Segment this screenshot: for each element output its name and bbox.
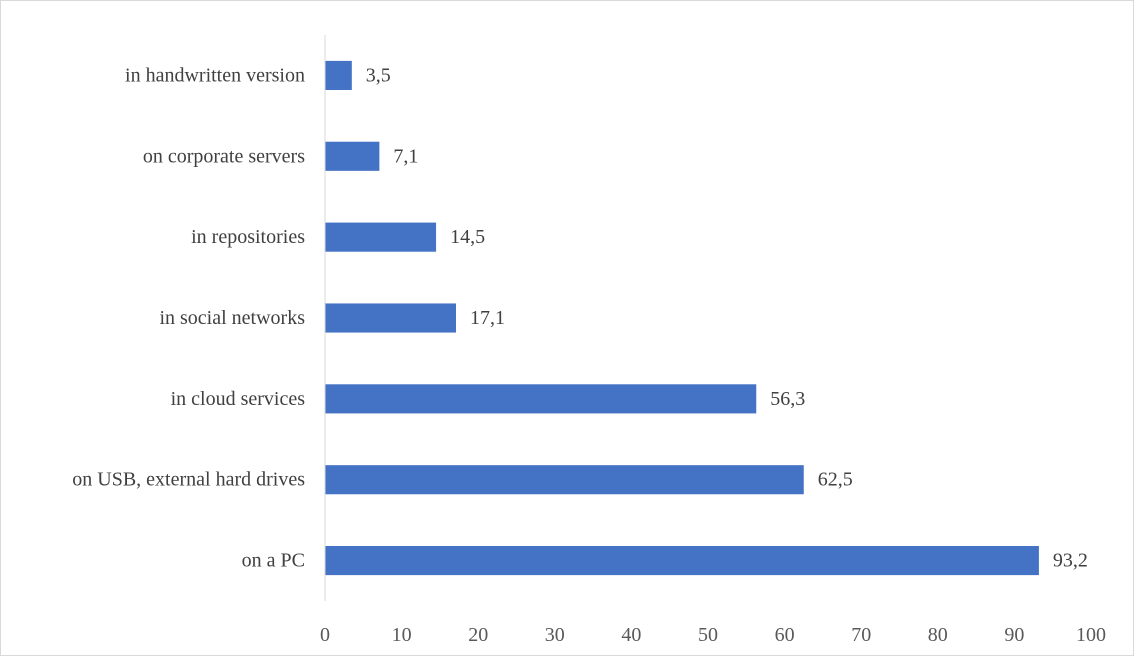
category-label: on corporate servers (143, 145, 305, 167)
x-tick-label: 40 (621, 624, 641, 646)
bar (325, 141, 380, 171)
x-tick-label: 70 (851, 624, 871, 646)
x-tick-label: 10 (392, 624, 412, 646)
x-tick-label: 30 (545, 624, 565, 646)
bar (325, 546, 1039, 576)
bar (325, 384, 757, 414)
data-label: 93,2 (1053, 550, 1088, 572)
category-label: in repositories (191, 226, 305, 248)
category-label: on USB, external hard drives (72, 469, 305, 491)
x-tick-label: 90 (1004, 624, 1024, 646)
category-label: on a PC (242, 550, 305, 572)
data-label: 56,3 (770, 388, 805, 410)
bar (325, 465, 804, 495)
x-tick-label: 0 (320, 624, 330, 646)
x-tick-label: 100 (1076, 624, 1106, 646)
bar (325, 303, 456, 333)
bar (325, 60, 352, 90)
data-label: 17,1 (470, 307, 505, 329)
data-label: 3,5 (366, 64, 391, 86)
data-label: 14,5 (450, 226, 485, 248)
labels-layer: on a PC 93,2 on USB, external hard drives 6… (72, 64, 1088, 571)
x-tick-label: 60 (775, 624, 795, 646)
data-label: 62,5 (818, 469, 853, 491)
data-label: 7,1 (393, 145, 418, 167)
axis-layer: 0 10 20 30 40 50 60 70 80 90 100 (320, 35, 1106, 646)
x-tick-label: 80 (928, 624, 948, 646)
category-label: in social networks (159, 307, 305, 329)
category-label: in cloud services (171, 388, 306, 410)
x-tick-label: 50 (698, 624, 718, 646)
category-label: in handwritten version (125, 64, 305, 86)
x-tick-label: 20 (468, 624, 488, 646)
bars-layer (325, 60, 1039, 576)
bar (325, 222, 437, 252)
